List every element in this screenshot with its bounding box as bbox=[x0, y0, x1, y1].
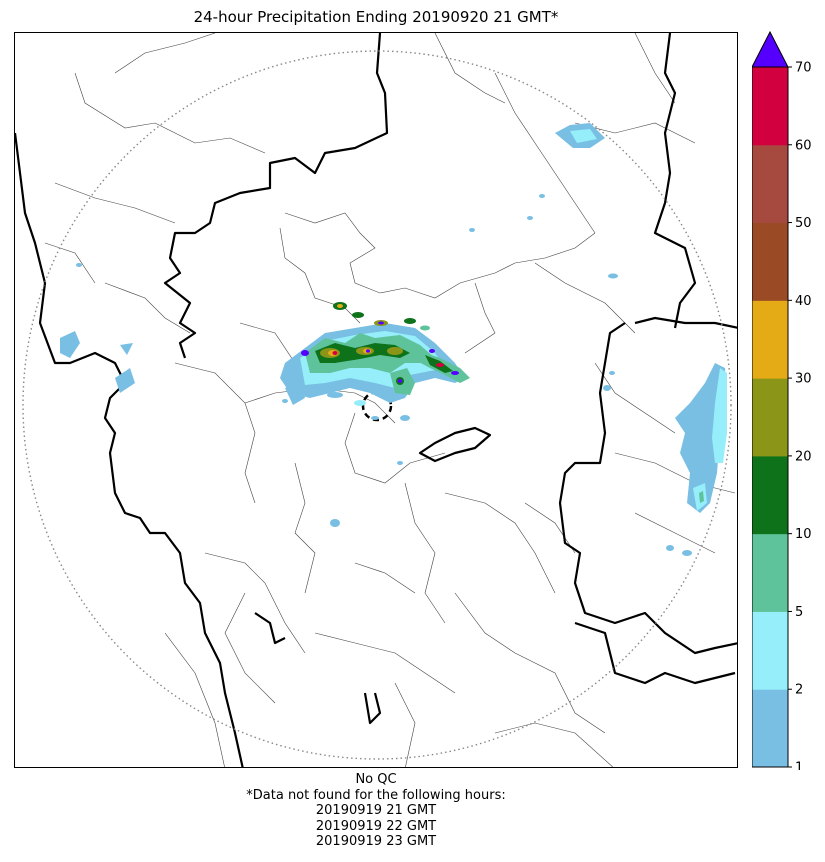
colorbar-tick-label: 20 bbox=[795, 449, 812, 464]
colorbar-over-arrow bbox=[751, 30, 789, 68]
missing-hour: 20190919 23 GMT bbox=[315, 834, 437, 849]
missing-data-note: *Data not found for the following hours: bbox=[246, 787, 506, 803]
colorbar-tick-label: 1 bbox=[795, 761, 803, 771]
qc-label: No QC bbox=[355, 772, 397, 787]
state-boundaries bbox=[15, 33, 737, 767]
colorbar-band bbox=[752, 455, 788, 535]
colorbar-tick-label: 30 bbox=[795, 372, 812, 387]
colorbar-tick-label: 10 bbox=[795, 527, 812, 542]
radar-map bbox=[14, 32, 738, 768]
missing-hour: 20190919 22 GMT bbox=[315, 818, 437, 834]
map-canvas bbox=[15, 33, 737, 767]
colorbar-tick-label: 60 bbox=[795, 138, 812, 153]
colorbar-band bbox=[752, 611, 788, 690]
district-boundaries bbox=[44, 33, 736, 767]
map-title: 24-hour Precipitation Ending 20190920 21… bbox=[193, 8, 559, 26]
colorbar-legend: 1 2 5 10 20 30 40 50 60 70 bbox=[751, 30, 824, 776]
footer-notes: No QC *Data not found for the following … bbox=[14, 772, 738, 850]
colorbar-canvas: 1 2 5 10 20 30 40 50 60 70 bbox=[751, 30, 812, 776]
colorbar-band bbox=[752, 300, 788, 379]
colorbar-band bbox=[752, 378, 788, 457]
colorbar-band bbox=[752, 144, 788, 224]
colorbar-tick-label: 5 bbox=[795, 605, 803, 620]
precipitation-field bbox=[60, 123, 727, 556]
colorbar-tick-label: 70 bbox=[795, 61, 812, 76]
colorbar-band bbox=[752, 533, 788, 612]
radar-range-ring bbox=[22, 50, 732, 760]
colorbar-band bbox=[752, 222, 788, 301]
colorbar-tick-label: 2 bbox=[795, 683, 803, 698]
colorbar-tick-label: 50 bbox=[795, 216, 812, 231]
colorbar-tick-label: 40 bbox=[795, 294, 812, 309]
colorbar-outline bbox=[751, 66, 789, 768]
colorbar-band bbox=[752, 689, 788, 768]
colorbar-band bbox=[752, 67, 788, 146]
missing-hour: 20190919 21 GMT bbox=[315, 803, 437, 818]
